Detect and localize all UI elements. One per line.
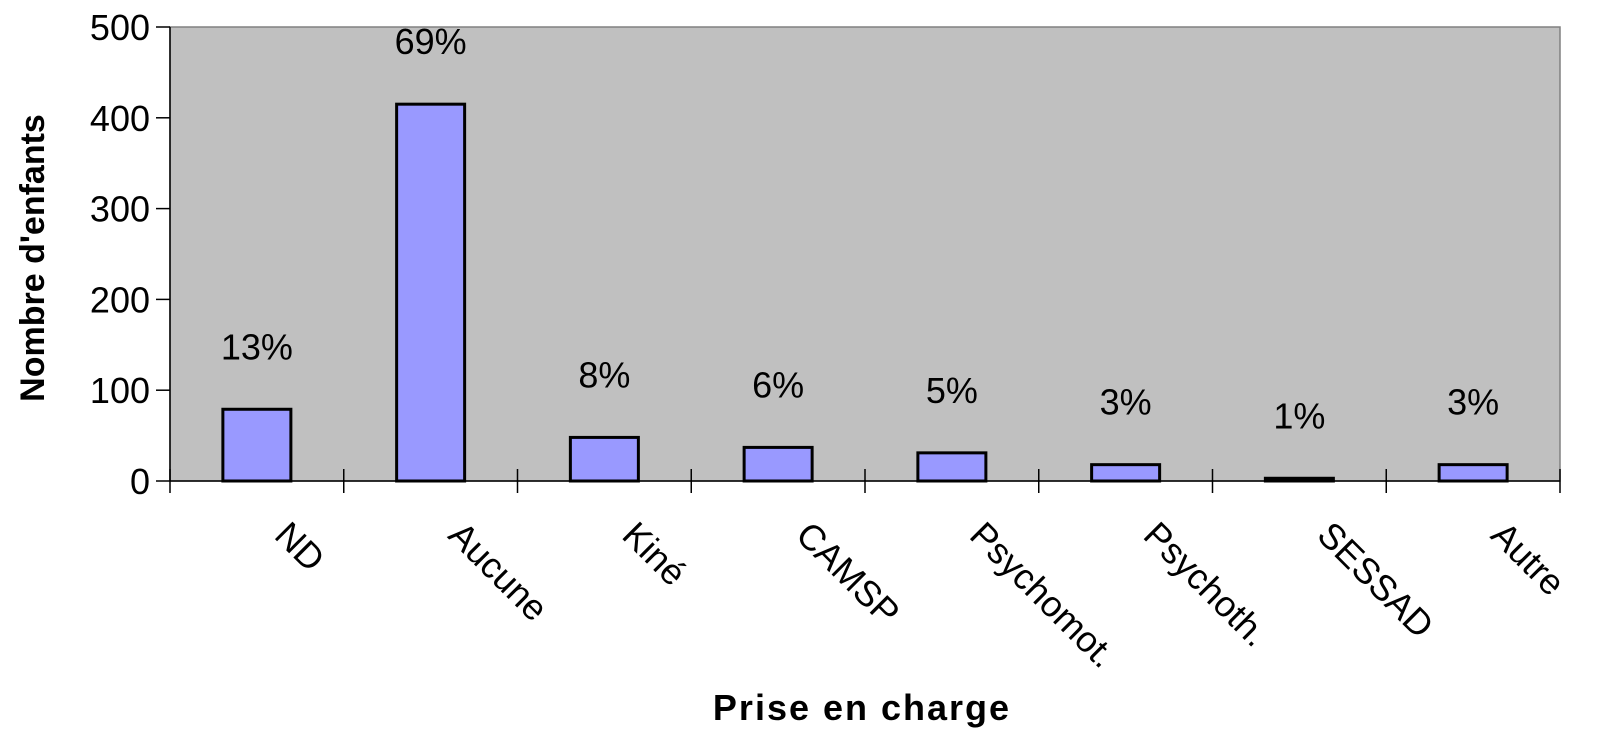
y-tick-label: 500 — [90, 7, 150, 48]
x-tick-label: Kiné — [615, 514, 695, 594]
x-tick-label: Psychoth. — [1136, 514, 1277, 655]
bar — [221, 407, 293, 483]
x-tick-label: Autre — [1483, 514, 1573, 604]
x-tick-label: ND — [267, 514, 333, 580]
data-label: 5% — [926, 370, 978, 411]
data-label: 3% — [1100, 382, 1152, 423]
plot-area — [169, 26, 1561, 482]
bar — [395, 102, 467, 483]
bar — [1090, 463, 1162, 483]
y-tick-label: 400 — [90, 98, 150, 139]
data-label: 8% — [578, 354, 630, 395]
x-tick-label: CAMSP — [788, 514, 908, 634]
data-label: 69% — [395, 21, 467, 62]
data-label: 3% — [1447, 382, 1499, 423]
y-tick-label: 200 — [90, 279, 150, 320]
y-tick-label: 0 — [130, 461, 150, 502]
x-tick-label: SESSAD — [1310, 514, 1442, 646]
data-label: 1% — [1273, 395, 1325, 436]
y-tick-label: 300 — [90, 189, 150, 230]
x-tick-label: Psychomot. — [962, 514, 1124, 676]
bar — [1263, 476, 1335, 483]
x-tick-label: Aucune — [441, 514, 556, 629]
bar — [568, 435, 640, 483]
bar — [916, 451, 988, 483]
bar — [742, 445, 814, 483]
x-axis-title: Prise en charge — [713, 687, 1011, 728]
data-label: 13% — [221, 326, 293, 367]
y-axis-title: Nombre d'enfants — [14, 114, 52, 402]
bar — [1437, 463, 1509, 483]
data-label: 6% — [752, 364, 804, 405]
y-tick-label: 100 — [90, 370, 150, 411]
